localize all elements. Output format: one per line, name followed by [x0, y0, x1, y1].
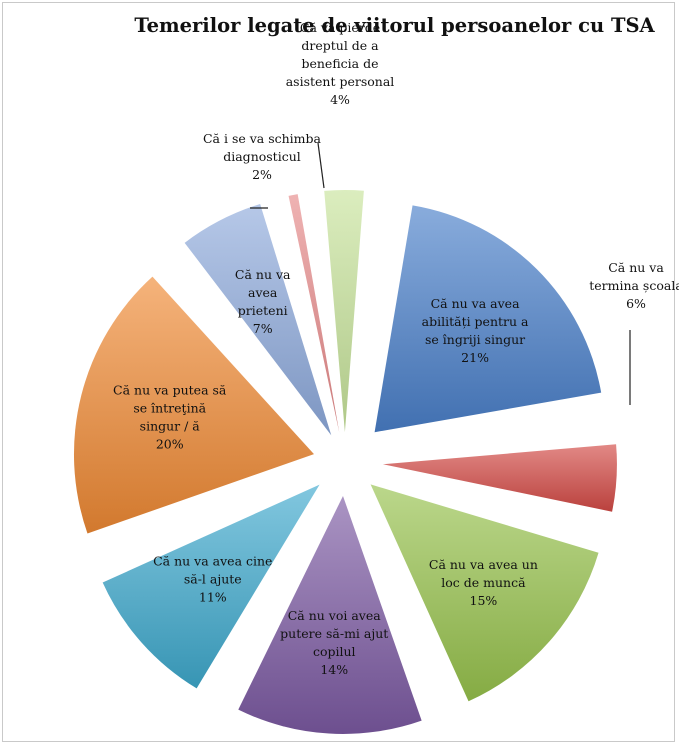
- slice-9-label: Că va pierde: [300, 20, 380, 35]
- slice-6-label: se întreţină: [133, 401, 206, 416]
- slice-7-label: prieteni: [238, 303, 288, 318]
- pie-slice-9: [324, 190, 364, 433]
- slice-1-label: Că nu va avea: [431, 296, 520, 311]
- slice-7-label: avea: [248, 285, 278, 300]
- slice-4-label: putere să-mi ajut: [280, 626, 388, 641]
- pie-slice-6: [73, 276, 314, 534]
- slice-3-label: loc de muncă: [441, 575, 526, 590]
- pie-slice-3: [370, 484, 599, 702]
- slice-6-label: singur / ă: [140, 419, 201, 434]
- slice-8-percent: 2%: [252, 167, 272, 182]
- slice-4-label: Că nu voi avea: [288, 608, 382, 623]
- slice-4-label: copilul: [313, 644, 356, 659]
- pie-slice-2: [382, 444, 617, 512]
- slice-2-percent: 6%: [626, 296, 646, 311]
- slice-3-percent: 15%: [470, 593, 498, 608]
- slice-3-label: Că nu va avea un: [429, 557, 538, 572]
- slice-5-percent: 11%: [199, 589, 227, 604]
- slice-8-label: diagnosticul: [223, 149, 301, 164]
- slice-9-label: asistent personal: [286, 74, 395, 89]
- slice-7-percent: 7%: [253, 321, 273, 336]
- chart-title: Temerilor legate de viitorul persoanelor…: [134, 14, 655, 37]
- slice-9-label: beneficia de: [301, 56, 378, 71]
- slice-8-label: Că i se va schimba: [203, 131, 322, 146]
- pie-slice-4: [238, 495, 422, 734]
- pie-slice-8: [288, 194, 340, 433]
- pie-slice-7: [184, 204, 332, 436]
- slice-5-label: să-l ajute: [184, 571, 242, 586]
- slice-1-percent: 21%: [461, 350, 489, 365]
- slice-2-label: Că nu va: [608, 260, 664, 275]
- slice-1-label: abilități pentru a: [422, 314, 529, 329]
- slice-4-percent: 14%: [320, 662, 348, 677]
- slice-6-percent: 20%: [156, 437, 184, 452]
- slice-9-percent: 4%: [330, 92, 350, 107]
- pie-slice-5: [102, 484, 320, 689]
- slice-2-label: termina școala: [589, 278, 679, 293]
- slice-6-label: Că nu va putea să: [113, 383, 227, 398]
- slice-5-label: Că nu va avea cine: [153, 553, 272, 568]
- pie-slice-1: [374, 205, 602, 433]
- leader-line-9: [317, 142, 325, 189]
- slice-1-label: se îngriji singur: [425, 332, 525, 347]
- slice-7-label: Că nu va: [235, 267, 291, 282]
- slice-9-label: dreptul de a: [301, 38, 379, 53]
